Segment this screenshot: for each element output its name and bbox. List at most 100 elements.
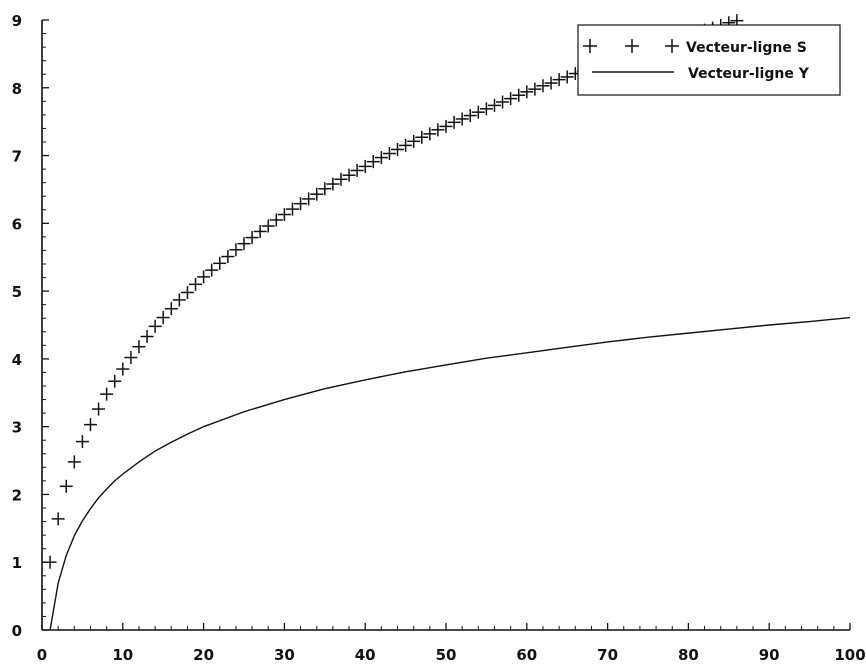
y-tick-label: 6 [12, 215, 22, 233]
x-tick-label: 80 [678, 646, 699, 664]
series-s-marker [269, 213, 283, 227]
x-tick-label: 20 [193, 646, 214, 664]
series-s-marker [253, 224, 267, 238]
series-s-marker [180, 285, 194, 299]
series-s-marker [552, 73, 566, 87]
x-tick-label: 100 [834, 646, 865, 664]
y-tick-label: 2 [12, 486, 22, 504]
y-tick-label: 9 [12, 12, 22, 30]
series-s-marker [415, 130, 429, 144]
series-s-marker [43, 555, 57, 569]
series-s-marker [156, 311, 170, 325]
legend-plus-marker [583, 39, 597, 53]
series-s-marker [447, 115, 461, 129]
x-tick-label: 30 [274, 646, 295, 664]
series-s-marker [189, 277, 203, 291]
legend-marker-s [583, 39, 679, 53]
x-tick-label: 60 [516, 646, 537, 664]
series-y-line [49, 316, 851, 631]
legend-label-y: Vecteur-ligne Y [688, 66, 810, 82]
series-s-marker [439, 119, 453, 133]
x-tick-label: 70 [597, 646, 618, 664]
series-s-marker [326, 177, 340, 191]
series-s-marker [197, 270, 211, 284]
legend-plus-marker [665, 39, 679, 53]
series-s-marker [261, 219, 275, 233]
series-s-marker [277, 208, 291, 222]
y-tick-label: 8 [12, 80, 22, 98]
series-s-marker [366, 155, 380, 169]
series-layer [43, 14, 851, 631]
series-s-marker [51, 512, 65, 526]
series-s-marker [399, 138, 413, 152]
series-s-marker [140, 330, 154, 344]
series-s-marker [342, 168, 356, 182]
series-s-marker [463, 109, 477, 123]
series-s-marker [504, 92, 518, 106]
series-s-marker [100, 387, 114, 401]
series-s-marker [108, 374, 122, 388]
legend-label-s: Vecteur-ligne S [686, 40, 807, 56]
legend: Vecteur-ligne S Vecteur-ligne Y [577, 24, 841, 96]
series-s-marker [520, 85, 534, 99]
y-tick-label: 5 [12, 283, 22, 301]
y-tick-label: 0 [12, 622, 22, 640]
legend-box [577, 24, 841, 96]
series-s-marker [67, 455, 81, 469]
series-s-marker [431, 123, 445, 137]
series-s-marker [124, 351, 138, 365]
y-tick-label: 4 [12, 351, 22, 369]
series-s-marker [407, 134, 421, 148]
series-s-marker [205, 263, 219, 277]
series-s-marker [350, 163, 364, 177]
series-s-marker [560, 70, 574, 84]
series-s-marker [496, 95, 510, 109]
y-ticks: 0 1 2 3 4 5 6 7 8 9 [12, 12, 49, 640]
series-s-marker [213, 256, 227, 270]
series-s-marker [334, 172, 348, 186]
x-tick-label: 10 [112, 646, 133, 664]
series-s-marker [237, 237, 251, 251]
series-s-marker [116, 362, 130, 376]
legend-plus-marker [625, 39, 639, 53]
series-s-marker [471, 105, 485, 119]
series-s-marker [310, 187, 324, 201]
series-s-marker [75, 435, 89, 449]
series-s-marker [544, 76, 558, 90]
series-s-marker [83, 418, 97, 432]
y-tick-label: 7 [12, 148, 22, 166]
series-s-marker [512, 88, 526, 102]
series-s-marker [229, 243, 243, 257]
series-s-marker [172, 293, 186, 307]
series-s-marker [221, 250, 235, 264]
x-tick-label: 90 [759, 646, 780, 664]
series-s-marker [374, 151, 388, 165]
series-s-marker [455, 112, 469, 126]
series-s-marker [132, 340, 146, 354]
series-s-marker [479, 102, 493, 116]
axes [41, 20, 850, 631]
series-s-marker [358, 159, 372, 173]
series-s-marker [59, 479, 73, 493]
series-s-marker [294, 197, 308, 211]
y-tick-label: 3 [12, 419, 22, 437]
series-s-marker [164, 302, 178, 316]
series-s-marker [528, 82, 542, 96]
series-s-marker [92, 402, 106, 416]
series-s-marker [536, 79, 550, 93]
series-s-marker [318, 182, 332, 196]
y-tick-label: 1 [12, 554, 22, 572]
series-s-marker [391, 142, 405, 156]
x-tick-label: 50 [436, 646, 457, 664]
series-s-marker [487, 98, 501, 112]
series-s-marker [148, 319, 162, 333]
series-s-marker [245, 231, 259, 245]
series-s-marker [423, 127, 437, 141]
series-s-marker [382, 147, 396, 161]
x-tick-label: 0 [37, 646, 47, 664]
x-ticks: 0 10 20 30 40 50 60 70 80 90 100 [37, 623, 866, 664]
series-s-marker [302, 192, 316, 206]
series-s-marker [285, 202, 299, 216]
x-tick-label: 40 [355, 646, 376, 664]
